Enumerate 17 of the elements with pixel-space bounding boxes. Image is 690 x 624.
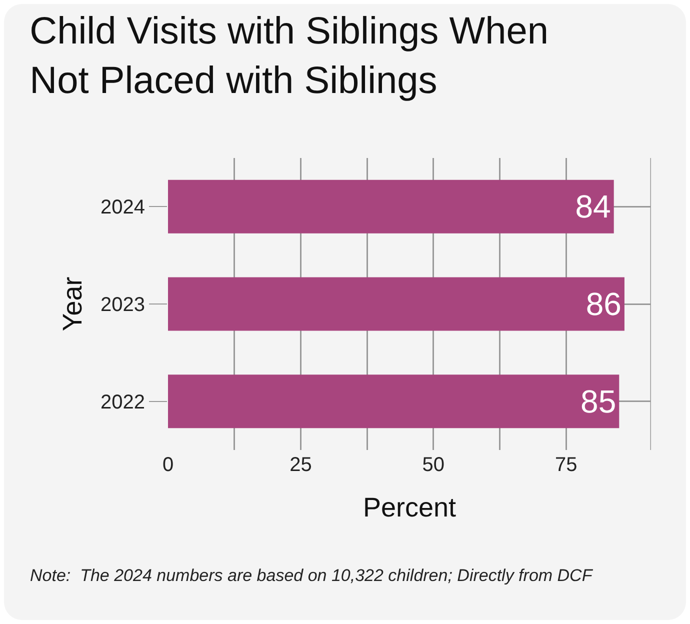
x-tick-label: 25 (290, 454, 312, 476)
bar (168, 180, 614, 234)
x-tick-label: 75 (554, 454, 578, 476)
data-label: 85 (580, 383, 616, 420)
bar (168, 374, 620, 428)
chart-title: Child Visits with Siblings When Not Placed with Siblings (30, 10, 549, 102)
y-tick-label: 2022 (100, 391, 145, 414)
x-tick-label: 50 (422, 454, 445, 476)
y-axis-title: Year (58, 276, 88, 332)
data-label: 84 (575, 188, 611, 225)
y-tick-label: 2024 (100, 196, 145, 219)
bar (168, 277, 624, 331)
x-axis-title: Percent (362, 492, 457, 522)
data-label: 86 (586, 286, 622, 322)
y-tick-label: 2023 (100, 294, 145, 316)
text: Note: The 2024 numbers are based on 10,322 children; Directly from DCF (30, 566, 594, 585)
x-tick-label: 0 (162, 454, 174, 476)
